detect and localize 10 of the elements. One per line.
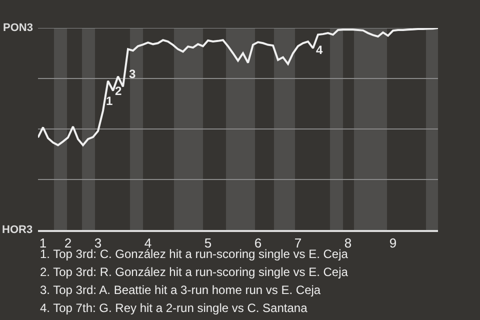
text: 3. Top 3rd: A. Beattie hit a 3-run home run vs E. Ceja <box>40 283 321 297</box>
x-tick-label: 9 <box>389 236 397 251</box>
text: PON3 <box>3 22 33 34</box>
annotation: 3 <box>129 67 136 81</box>
text: 2. Top 3rd: R. González hit a run-scoring single vs E. Ceja <box>40 265 348 279</box>
annotation: 1 <box>106 94 113 108</box>
annotation: 2 <box>115 84 122 98</box>
annotation: 4 <box>316 43 323 57</box>
text: HOR3 <box>2 224 33 236</box>
text: 4. Top 7th: G. Rey hit a 2-run single vs C. Santana <box>40 301 308 315</box>
